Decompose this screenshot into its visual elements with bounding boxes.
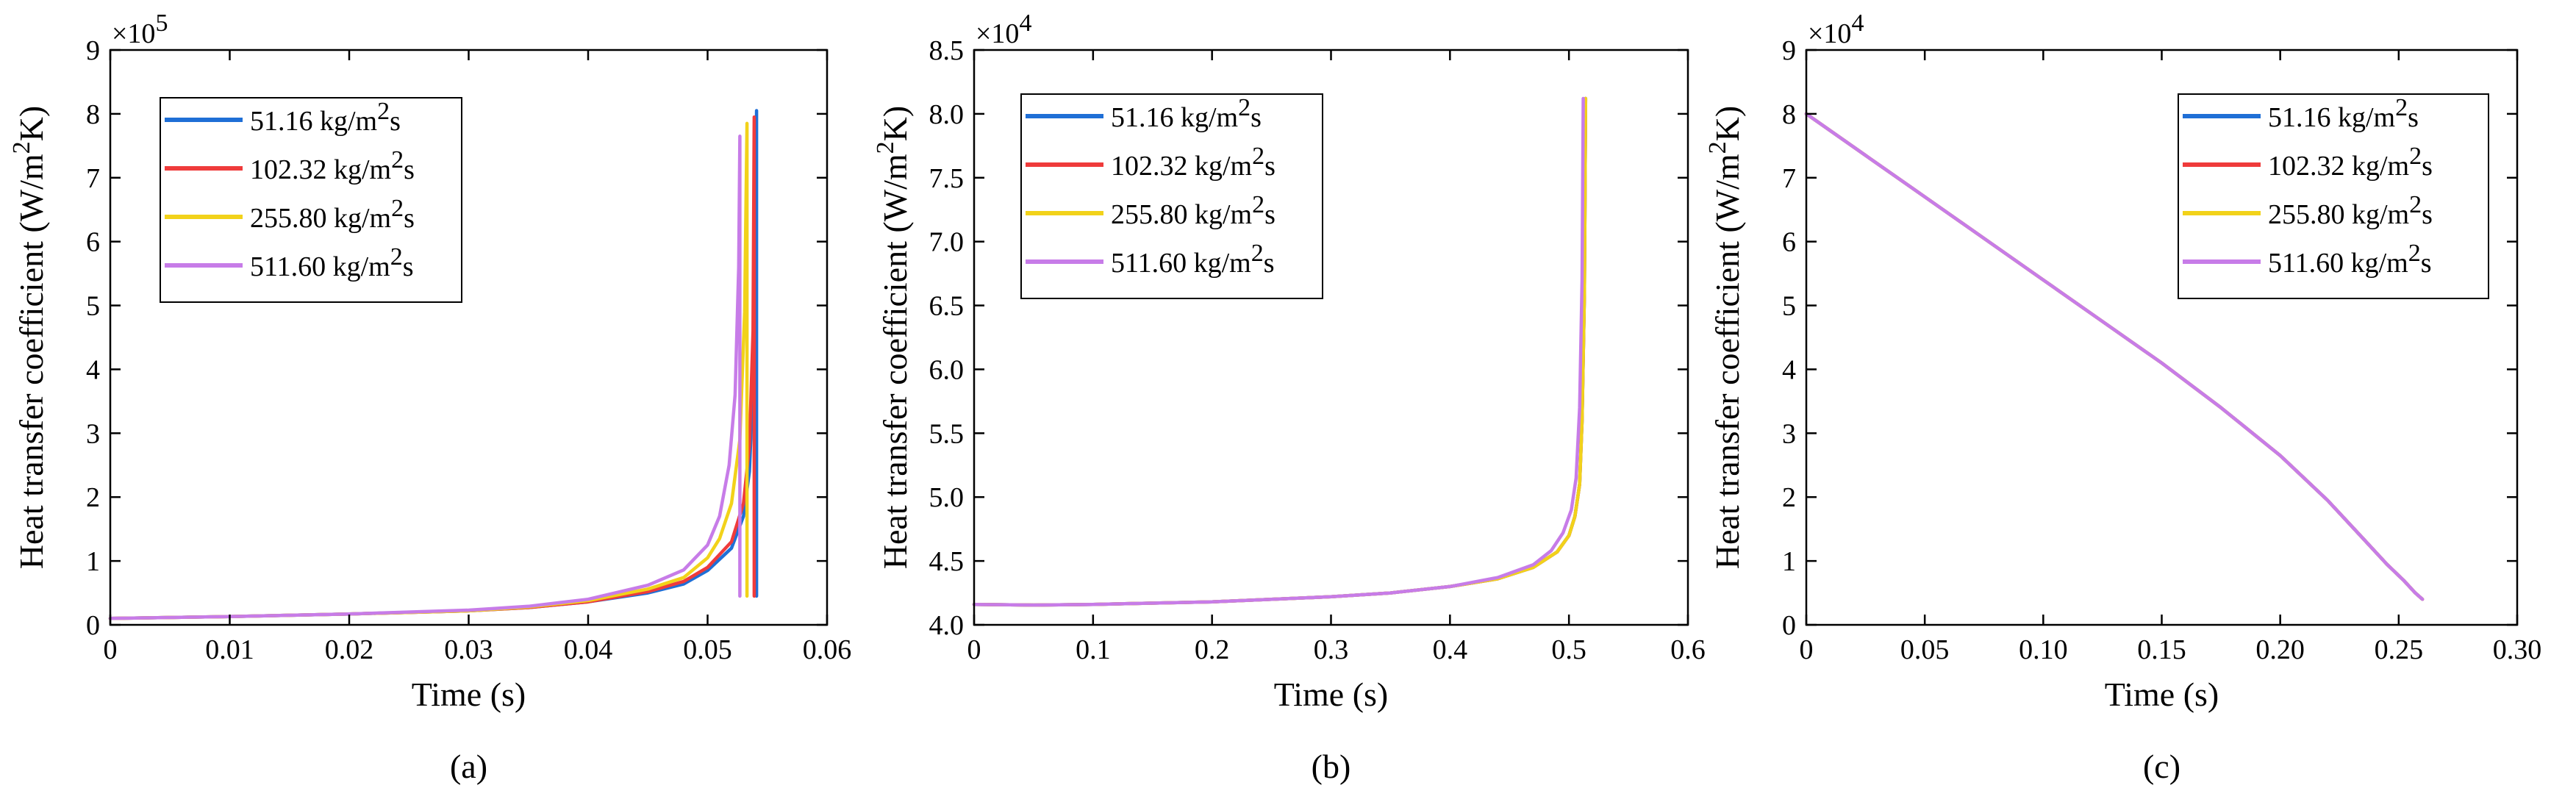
- panel-caption-b: (b): [1312, 748, 1351, 785]
- y-tick-label-a: 0: [86, 610, 100, 641]
- x-tick-label-b: 0.2: [1195, 634, 1230, 665]
- y-tick-label-c: 1: [1782, 546, 1796, 577]
- x-tick-label-a: 0.04: [564, 634, 613, 665]
- legend-box-b: [1020, 93, 1323, 299]
- legend-label-c-2: 102.32 kg/m2s: [2268, 143, 2433, 182]
- y-tick-label-a: 5: [86, 291, 100, 322]
- y-tick-label-c: 0: [1782, 610, 1796, 641]
- y-tick-label-c: 3: [1782, 418, 1796, 449]
- axis-multiplier-b: ×104: [976, 10, 1031, 49]
- x-tick-label-a: 0.02: [325, 634, 374, 665]
- legend-c: 51.16 kg/m2s 102.32 kg/m2s 255.80 kg/m2s 51…: [2178, 93, 2489, 299]
- panel-caption-a: (a): [450, 748, 487, 785]
- y-tick-label-a: 4: [86, 354, 100, 385]
- x-tick-label-b: 0.1: [1076, 634, 1111, 665]
- legend-label-b-2: 102.32 kg/m2s: [1111, 143, 1276, 182]
- x-tick-label-c: 0: [1800, 634, 1814, 665]
- x-tick-label-a: 0: [104, 634, 118, 665]
- y-tick-label-b: 8.5: [929, 35, 965, 66]
- series-line-b-4: [972, 96, 1585, 607]
- legend-label-a-1: 51.16 kg/m2s: [250, 98, 401, 137]
- legend-label-b-3: 255.80 kg/m2s: [1111, 191, 1276, 230]
- y-axis-label-b: Heat transfer coefficient (W/m2K): [872, 106, 914, 569]
- legend-label-a-2: 102.32 kg/m2s: [250, 146, 415, 185]
- x-tick-label-a: 0.01: [205, 634, 254, 665]
- x-tick-label-c: 0.10: [2019, 634, 2068, 665]
- axis-multiplier-a: ×105: [112, 10, 168, 49]
- y-tick-label-c: 6: [1782, 227, 1796, 258]
- y-tick-label-b: 5.5: [929, 418, 965, 449]
- chart-panel-b: 0 0.1 0.2 0.3 0.4 0.5 0.6 4.0 4.5 5.0 5.5 6.0 6.5 7.0…: [872, 10, 1706, 785]
- y-tick-label-c: 2: [1782, 482, 1796, 513]
- x-tick-label-c: 0.20: [2255, 634, 2305, 665]
- y-tick-label-b: 5.0: [929, 482, 965, 513]
- series-group-b: [972, 96, 1588, 607]
- x-tick-label-b: 0: [967, 634, 981, 665]
- x-axis-label-a: Time (s): [412, 676, 526, 713]
- y-tick-label-c: 4: [1782, 354, 1796, 385]
- x-tick-label-a: 0.06: [803, 634, 852, 665]
- y-tick-label-c: 8: [1782, 99, 1796, 130]
- y-tick-label-b: 7.0: [929, 227, 965, 258]
- panel-caption-c: (c): [2143, 748, 2180, 785]
- y-tick-label-b: 4.0: [929, 610, 965, 641]
- legend-label-c-1: 51.16 kg/m2s: [2268, 94, 2419, 133]
- y-tick-label-c: 5: [1782, 291, 1796, 322]
- legend-label-a-4: 511.60 kg/m2s: [250, 243, 414, 282]
- legend-label-c-3: 255.80 kg/m2s: [2268, 191, 2433, 230]
- x-axis-label-b: Time (s): [1274, 676, 1389, 713]
- x-tick-label-c: 0.30: [2493, 634, 2542, 665]
- y-tick-label-a: 2: [86, 482, 100, 513]
- legend-box-c: [2178, 93, 2489, 299]
- legend-a: 51.16 kg/m2s 102.32 kg/m2s 255.80 kg/m2s 51…: [160, 97, 462, 303]
- legend-label-a-3: 255.80 kg/m2s: [250, 195, 415, 234]
- y-axis-label-c: Heat transfer coefficient (W/m2K): [1704, 106, 1746, 569]
- y-tick-label-c: 9: [1782, 35, 1796, 66]
- y-tick-label-a: 9: [86, 35, 100, 66]
- x-tick-label-b: 0.5: [1551, 634, 1586, 665]
- y-tick-label-a: 8: [86, 99, 100, 130]
- y-tick-label-b: 6.0: [929, 354, 965, 385]
- legend-box-a: [160, 97, 462, 303]
- series-group-c: [1804, 112, 2425, 601]
- x-tick-label-b: 0.4: [1433, 634, 1468, 665]
- y-tick-label-a: 6: [86, 227, 100, 258]
- y-axis-label-a: Heat transfer coefficient (W/m2K): [8, 106, 50, 569]
- y-tick-label-b: 6.5: [929, 291, 965, 322]
- y-tick-label-b: 8.0: [929, 99, 965, 130]
- y-tick-label-b: 4.5: [929, 546, 965, 577]
- x-tick-label-b: 0.6: [1670, 634, 1706, 665]
- chart-panel-a: 0 0.01 0.02 0.03 0.04 0.05 0.06 0 1 2 3 4 5 6 7 8 9 ×105 T…: [8, 10, 851, 785]
- x-axis-label-c: Time (s): [2105, 676, 2219, 713]
- x-tick-label-c: 0.25: [2375, 634, 2424, 665]
- legend-b: 51.16 kg/m2s 102.32 kg/m2s 255.80 kg/m2s 51…: [1020, 93, 1323, 299]
- legend-label-b-4: 511.60 kg/m2s: [1111, 240, 1275, 279]
- legend-label-b-1: 51.16 kg/m2s: [1111, 94, 1262, 133]
- x-tick-label-c: 0.15: [2137, 634, 2186, 665]
- y-tick-label-a: 3: [86, 418, 100, 449]
- axis-multiplier-c: ×104: [1808, 10, 1864, 49]
- y-tick-label-c: 7: [1782, 163, 1796, 194]
- y-tick-label-b: 7.5: [929, 163, 965, 194]
- series-line-c-4: [1804, 112, 2425, 601]
- x-tick-label-a: 0.03: [444, 634, 493, 665]
- y-tick-label-a: 7: [86, 163, 100, 194]
- chart-panel-c: 0 0.05 0.10 0.15 0.20 0.25 0.30 0 1 2 3 4 5 6 7 8 9 ×104 T…: [1704, 10, 2541, 785]
- series-line-a-4: [108, 135, 742, 620]
- x-tick-label-b: 0.3: [1314, 634, 1349, 665]
- y-tick-label-a: 1: [86, 546, 100, 577]
- x-tick-label-c: 0.05: [1900, 634, 1950, 665]
- x-tick-label-a: 0.05: [683, 634, 732, 665]
- series-group-a: [108, 109, 759, 620]
- legend-label-c-4: 511.60 kg/m2s: [2268, 240, 2432, 279]
